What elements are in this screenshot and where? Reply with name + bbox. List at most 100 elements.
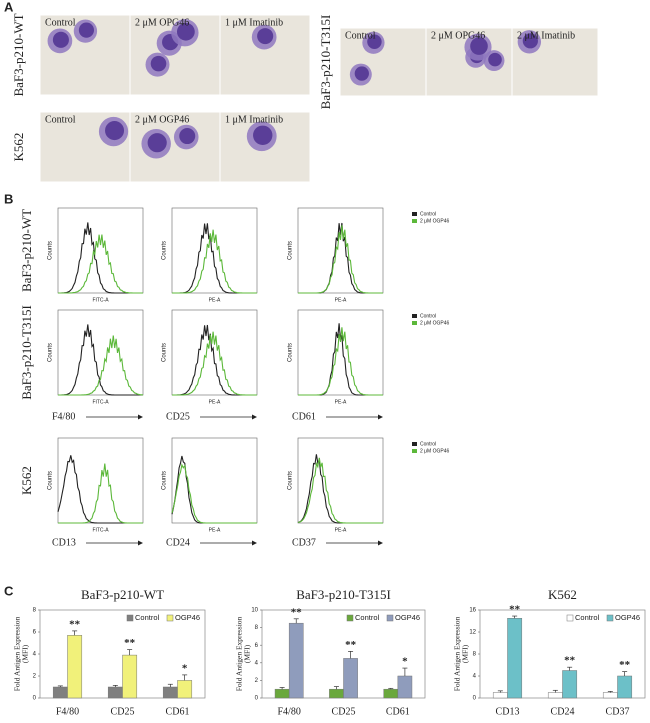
condition-label: 2 μM OPG46 xyxy=(135,17,189,28)
y-tick-label: 6 xyxy=(255,643,259,649)
plot-frame xyxy=(297,437,384,524)
legend-label: 2 μM OGP46 xyxy=(420,448,449,454)
cell-nucleus xyxy=(52,31,69,48)
cell-nucleus xyxy=(105,121,125,141)
legend-swatch xyxy=(412,449,417,453)
significance: ** xyxy=(564,655,576,667)
bar xyxy=(177,680,193,699)
histogram-curve xyxy=(58,463,143,524)
y-tick-label: 4 xyxy=(33,652,37,658)
axis-label: Counts xyxy=(288,471,294,490)
x-tick-label: CD61 xyxy=(386,706,410,717)
marker-label: CD37 xyxy=(292,537,316,548)
legend-swatch xyxy=(606,614,614,622)
y-tick-label: 0 xyxy=(473,696,477,702)
significance: ** xyxy=(509,604,521,616)
condition-label: 2 μM Imatinib xyxy=(517,30,575,41)
histogram-curve xyxy=(58,335,144,396)
bar xyxy=(507,618,523,699)
axis-label: Counts xyxy=(288,343,294,362)
x-tick-label: F4/80 xyxy=(56,706,79,717)
plot-frame xyxy=(57,309,144,396)
cell-nucleus xyxy=(253,125,273,145)
y-tick-label: 10 xyxy=(251,608,258,614)
arrow-head xyxy=(378,414,383,420)
axis-label: Counts xyxy=(48,471,54,490)
axis-label: PE-A xyxy=(335,297,347,303)
y-tick-label: 8 xyxy=(255,625,259,631)
legend-label: Control xyxy=(420,441,436,447)
y-axis-label: Fold Antigen Expression xyxy=(235,616,244,691)
marker-label: CD25 xyxy=(166,411,190,422)
y-tick-label: 4 xyxy=(473,674,477,680)
y-tick-label: 16 xyxy=(469,608,476,614)
legend-label: 2 μM OGP46 xyxy=(420,218,449,224)
marker-label: F4/80 xyxy=(52,411,75,422)
bar xyxy=(122,654,138,699)
arrow-head xyxy=(138,414,143,420)
significance: ** xyxy=(619,659,631,671)
axis-label: PE-A xyxy=(209,527,221,533)
significance: ** xyxy=(124,637,136,649)
condition-label: Control xyxy=(345,30,376,41)
bar xyxy=(397,675,413,699)
condition-label: 1 μM Imatinib xyxy=(225,17,283,28)
histogram-curve xyxy=(298,327,383,396)
plot-frame xyxy=(297,207,384,294)
arrow-head xyxy=(138,540,143,546)
y-tick-label: 12 xyxy=(469,630,476,636)
condition-label: 1 μM Imatinib xyxy=(225,114,283,125)
legend-swatch xyxy=(126,614,134,622)
arrow-head xyxy=(378,540,383,546)
arrow-head xyxy=(252,540,257,546)
y-tick-label: 0 xyxy=(255,696,259,702)
cell-nucleus xyxy=(522,33,538,49)
marker-label: CD61 xyxy=(292,411,316,422)
x-tick-label: CD24 xyxy=(551,706,575,717)
condition-label: Control xyxy=(45,17,76,28)
cell-nucleus xyxy=(354,66,369,81)
bar xyxy=(52,686,68,699)
histogram-curve xyxy=(172,331,257,396)
axis-label: FITC-A xyxy=(92,399,109,405)
bar xyxy=(162,686,178,699)
row-label: K562 xyxy=(11,133,26,162)
x-tick-label: CD25 xyxy=(111,706,135,717)
axis-label: FITC-A xyxy=(92,527,109,533)
y-axis-label: Fold Antigen Expression xyxy=(453,616,462,691)
y-tick-label: 0 xyxy=(33,696,37,702)
y-axis-label: (MFI) xyxy=(461,644,470,663)
axis-label: Counts xyxy=(162,241,168,260)
chart-title: BaF3-p210-WT xyxy=(81,587,164,602)
histogram-curve xyxy=(297,457,383,524)
cell-nucleus xyxy=(179,128,196,145)
panel-label: A xyxy=(4,0,14,14)
plot-frame xyxy=(297,309,384,396)
y-tick-label: 8 xyxy=(33,608,37,614)
chart-title: K562 xyxy=(548,587,577,602)
cell-nucleus xyxy=(150,55,167,72)
axis-label: Counts xyxy=(288,241,294,260)
legend-swatch xyxy=(566,614,574,622)
histogram-curve xyxy=(298,225,383,294)
axis-label: Counts xyxy=(48,241,54,260)
cell-nucleus xyxy=(176,22,195,41)
axis-label: PE-A xyxy=(209,399,221,405)
chart-title: BaF3-p210-T315I xyxy=(296,587,391,602)
bar xyxy=(288,622,304,699)
bar xyxy=(67,635,83,699)
significance: ** xyxy=(69,618,81,630)
y-tick-label: 8 xyxy=(473,652,477,658)
legend-swatch xyxy=(412,314,417,318)
cell-nucleus xyxy=(78,22,95,38)
y-tick-label: 6 xyxy=(33,630,37,636)
cell-nucleus xyxy=(367,34,382,49)
bar xyxy=(562,670,578,699)
y-tick-label: 2 xyxy=(255,678,259,684)
axis-label: Counts xyxy=(162,343,168,362)
histogram-curve xyxy=(171,463,257,524)
plot-frame xyxy=(57,207,144,294)
legend-label: Control xyxy=(575,613,600,622)
legend-swatch xyxy=(346,614,354,622)
